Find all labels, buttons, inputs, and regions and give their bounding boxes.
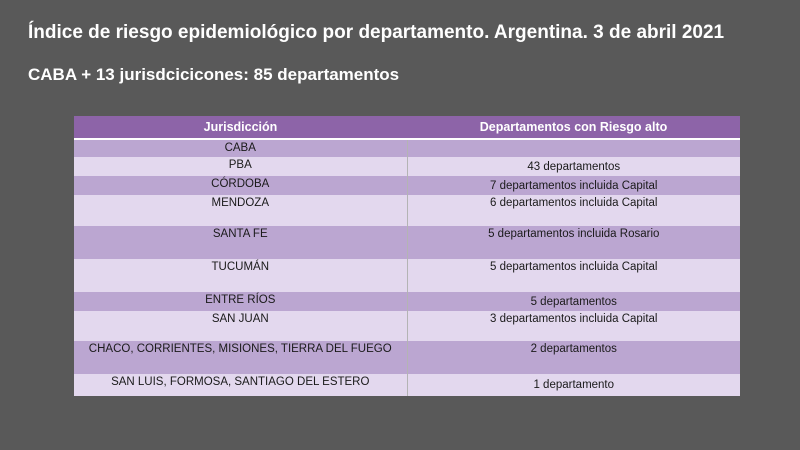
departamentos-cell: 43 departamentos (406, 157, 740, 176)
departamentos-cell: 3 departamentos incluida Capital (406, 311, 740, 341)
table-row: SAN LUIS, FORMOSA, SANTIAGO DEL ESTERO 1… (74, 374, 740, 396)
departamentos-cell: 1 departamento (406, 374, 740, 396)
page-subtitle: CABA + 13 jurisdcicicones: 85 departamen… (28, 65, 400, 84)
jurisdiccion-cell: SANTA FE (74, 226, 407, 259)
table-row: CÓRDOBA 7 departamentos incluida Capital (74, 176, 740, 195)
jurisdiccion-cell: ENTRE RÍOS (74, 292, 407, 311)
risk-table: Jurisdicción Departamentos con Riesgo al… (74, 116, 740, 396)
departamentos-cell: 2 departamentos (406, 341, 740, 374)
table-row: PBA 43 departamentos (74, 157, 740, 176)
table-row: CABA (74, 139, 740, 157)
table-row: CHACO, CORRIENTES, MISIONES, TIERRA DEL … (74, 341, 740, 374)
jurisdiccion-cell: MENDOZA (74, 195, 407, 226)
table-row: TUCUMÁN 5 departamentos incluida Capital (74, 259, 740, 292)
column-header-departamentos: Departamentos con Riesgo alto (407, 116, 740, 140)
column-header-jurisdiccion: Jurisdicción (74, 116, 407, 140)
table-row: SAN JUAN 3 departamentos incluida Capita… (74, 311, 740, 341)
jurisdiccion-cell: PBA (74, 157, 407, 176)
jurisdiccion-cell: CÓRDOBA (74, 176, 407, 195)
departamentos-cell: 5 departamentos incluida Capital (406, 259, 740, 292)
departamentos-cell (406, 139, 740, 157)
table-row: MENDOZA 6 departamentos incluida Capital (74, 195, 740, 226)
departamentos-cell: 5 departamentos incluida Rosario (406, 226, 740, 259)
jurisdiccion-cell: SAN JUAN (74, 311, 407, 341)
table-header-row: Jurisdicción Departamentos con Riesgo al… (74, 116, 740, 140)
departamentos-cell: 5 departamentos (406, 292, 740, 311)
jurisdiccion-cell: CABA (74, 139, 407, 157)
jurisdiccion-cell: TUCUMÁN (74, 259, 407, 292)
table-row: SANTA FE 5 departamentos incluida Rosari… (74, 226, 740, 259)
table-row: ENTRE RÍOS 5 departamentos (74, 292, 740, 311)
jurisdiccion-cell: SAN LUIS, FORMOSA, SANTIAGO DEL ESTERO (74, 374, 407, 396)
departamentos-cell: 7 departamentos incluida Capital (406, 176, 740, 195)
page-title: Índice de riesgo epidemiológico por depa… (28, 22, 725, 43)
departamentos-cell: 6 departamentos incluida Capital (406, 195, 740, 226)
jurisdiccion-cell: CHACO, CORRIENTES, MISIONES, TIERRA DEL … (74, 341, 407, 374)
